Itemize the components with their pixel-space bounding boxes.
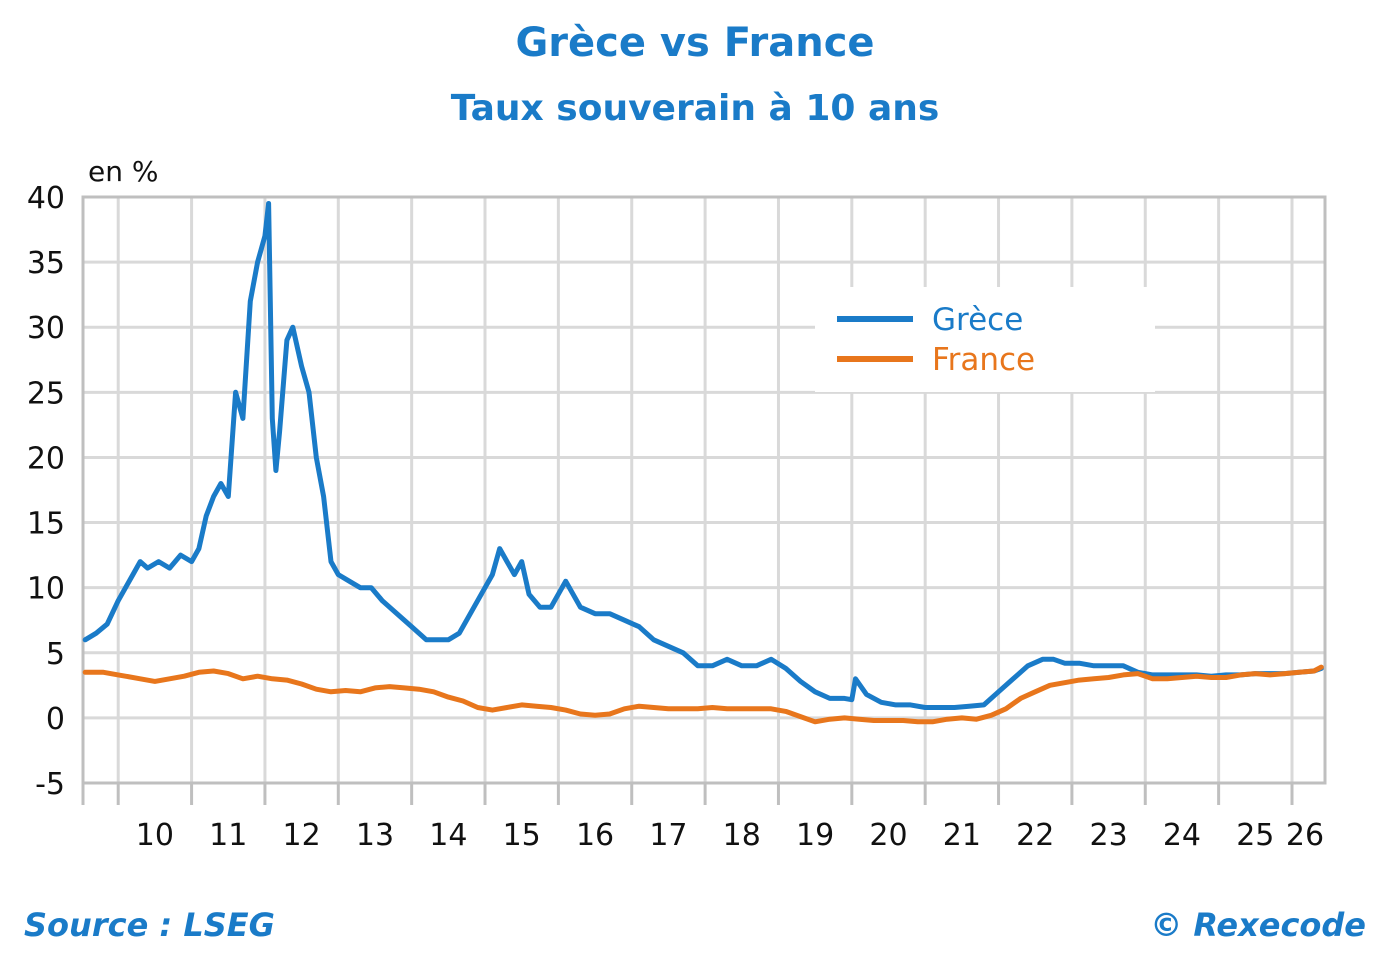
x-tick-label: 21 bbox=[943, 818, 981, 853]
x-tick-label: 19 bbox=[796, 818, 834, 853]
chart-subtitle: Taux souverain à 10 ans bbox=[450, 88, 940, 129]
axes: -5 0 5 10 15 20 25 30 35 40 10 11 12 13 14 15 16 17 18 19 20… bbox=[27, 181, 1327, 853]
x-tick-label: 24 bbox=[1163, 818, 1201, 853]
legend-label: Grèce bbox=[932, 302, 1023, 338]
y-tick-label: 20 bbox=[27, 441, 65, 476]
y-tick-label: 25 bbox=[27, 376, 65, 411]
x-tick-label: 25 bbox=[1236, 818, 1274, 853]
x-tick-label: 20 bbox=[869, 818, 907, 853]
x-tick-label: 10 bbox=[136, 818, 174, 853]
y-tick-label: 5 bbox=[46, 637, 65, 672]
y-tick-label: -5 bbox=[35, 767, 65, 802]
x-tick-label: 14 bbox=[429, 818, 467, 853]
x-tick-label: 18 bbox=[723, 818, 761, 853]
y-tick-label: 15 bbox=[27, 507, 65, 542]
y-tick-label: 35 bbox=[27, 246, 65, 281]
y-tick-label: 30 bbox=[27, 311, 65, 346]
series-line-greece bbox=[82, 201, 1324, 710]
chart-title: Grèce vs France bbox=[515, 20, 875, 66]
y-axis-label: en % bbox=[88, 155, 158, 188]
legend: Grèce France bbox=[815, 287, 1155, 392]
x-tick-label: 13 bbox=[356, 818, 394, 853]
legend-label: France bbox=[932, 342, 1035, 378]
x-tick-label: 11 bbox=[209, 818, 247, 853]
y-tick-label: 40 bbox=[27, 181, 65, 216]
x-tick-label: 15 bbox=[503, 818, 541, 853]
x-tick-label: 12 bbox=[283, 818, 321, 853]
x-tick-label: 16 bbox=[576, 818, 614, 853]
legend-box bbox=[815, 287, 1155, 392]
y-tick-label: 0 bbox=[46, 702, 65, 737]
chart-area: -5 0 5 10 15 20 25 30 35 40 10 11 12 13 14 15 16 17 18 19 20… bbox=[27, 155, 1327, 853]
x-tick-label: 22 bbox=[1016, 818, 1054, 853]
series-line-france bbox=[82, 664, 1324, 725]
series-layer bbox=[82, 201, 1324, 725]
y-tick-label: 10 bbox=[27, 572, 65, 607]
source-note: Source : LSEG bbox=[24, 906, 275, 944]
x-tick-label: 26 bbox=[1286, 818, 1324, 853]
x-tick-label: 23 bbox=[1089, 818, 1127, 853]
copyright-note: © Rexecode bbox=[1150, 906, 1366, 944]
x-tick-label: 17 bbox=[649, 818, 687, 853]
